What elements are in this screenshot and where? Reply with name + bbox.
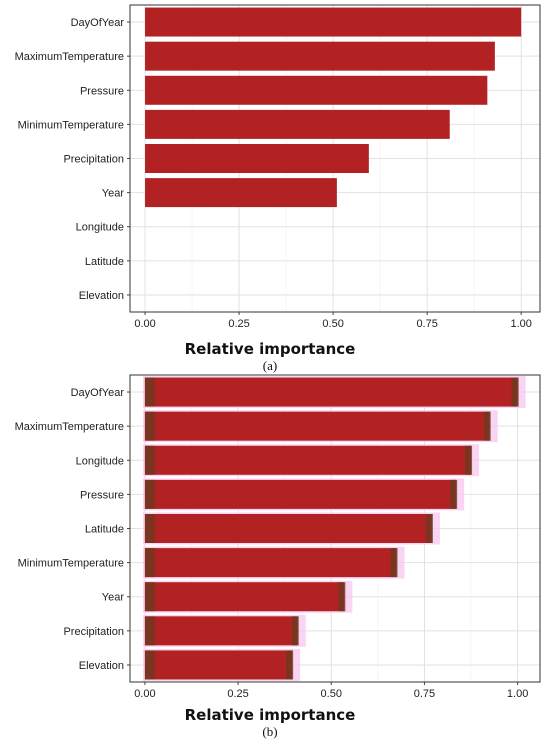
bar-Pressure (145, 75, 488, 105)
panel-label: (b) (262, 724, 277, 739)
bar-Year (144, 582, 345, 612)
x-tick-label: 0.50 (321, 688, 342, 700)
x-tick-label: 0.50 (322, 318, 343, 330)
y-tick-label: MinimumTemperature (18, 558, 124, 570)
y-tick-label: Elevation (79, 290, 124, 302)
error-strip-left (144, 616, 155, 646)
error-strip-right (425, 514, 433, 543)
bar-Precipitation (145, 144, 369, 173)
error-strip-left (144, 514, 155, 543)
x-axis-title: Relative importance (185, 706, 356, 724)
y-tick-label: Latitude (85, 256, 124, 268)
error-strip-right (338, 582, 346, 612)
x-tick-label: 0.25 (227, 688, 248, 700)
bar-MaximumTemperature (144, 411, 490, 441)
error-strip-right (390, 548, 398, 578)
plot-border (129, 374, 541, 683)
y-tick-label: Longitude (76, 455, 124, 467)
plot-border (129, 4, 541, 313)
chart-panel-a: DayOfYear MaximumTemperature Pressure Minim… (15, 4, 541, 373)
bar-Elevation (144, 650, 293, 680)
y-tick-label: Precipitation (63, 626, 124, 638)
bar-Precipitation (144, 616, 298, 646)
bar-DayOfYear (145, 7, 522, 37)
error-strip-left (144, 377, 155, 407)
x-tick-label: 0.75 (414, 688, 435, 700)
error-strip-right (511, 377, 519, 407)
y-tick-label: Pressure (80, 85, 124, 97)
bar-MinimumTemperature (144, 548, 397, 578)
error-strip-right (450, 479, 458, 509)
bar-DayOfYear (144, 377, 518, 407)
bar-MaximumTemperature (145, 41, 495, 71)
x-tick-label: 1.00 (507, 688, 528, 700)
error-strip-left (144, 411, 155, 441)
bar-Longitude (144, 445, 472, 475)
error-strip-left (144, 650, 155, 680)
error-strip-right (483, 411, 491, 441)
y-tick-label: Longitude (76, 222, 124, 234)
y-tick-label: Pressure (80, 489, 124, 501)
bar-Latitude (144, 514, 432, 543)
error-strip-left (144, 445, 155, 475)
y-tick-label: DayOfYear (71, 387, 125, 399)
error-strip-right (465, 445, 473, 475)
error-strip-left (144, 479, 155, 509)
y-tick-label: MinimumTemperature (18, 119, 124, 131)
bar-Year (145, 178, 337, 208)
panel-label: (a) (263, 358, 277, 373)
x-axis-title: Relative importance (185, 340, 356, 358)
y-tick-label: Elevation (79, 660, 124, 672)
y-tick-label: Latitude (85, 524, 124, 536)
error-strip-right (286, 650, 294, 680)
error-strip-left (144, 548, 155, 578)
x-tick-label: 1.00 (510, 318, 531, 330)
x-tick-label: 0.00 (134, 688, 155, 700)
error-strip-left (144, 582, 155, 612)
x-tick-label: 0.25 (228, 318, 249, 330)
y-tick-label: DayOfYear (71, 17, 125, 29)
error-strip-right (291, 616, 299, 646)
y-tick-label: MaximumTemperature (15, 421, 124, 433)
y-tick-label: Year (102, 188, 125, 200)
bar-Pressure (144, 479, 457, 509)
x-tick-label: 0.00 (134, 318, 155, 330)
bar-MinimumTemperature (145, 109, 450, 139)
chart-panel-b: DayOfYear MaximumTemperature Longitude Pres… (15, 374, 541, 739)
y-tick-label: MaximumTemperature (15, 51, 124, 63)
y-tick-label: Precipitation (63, 154, 124, 166)
x-tick-label: 0.75 (416, 318, 437, 330)
y-tick-label: Year (102, 592, 125, 604)
